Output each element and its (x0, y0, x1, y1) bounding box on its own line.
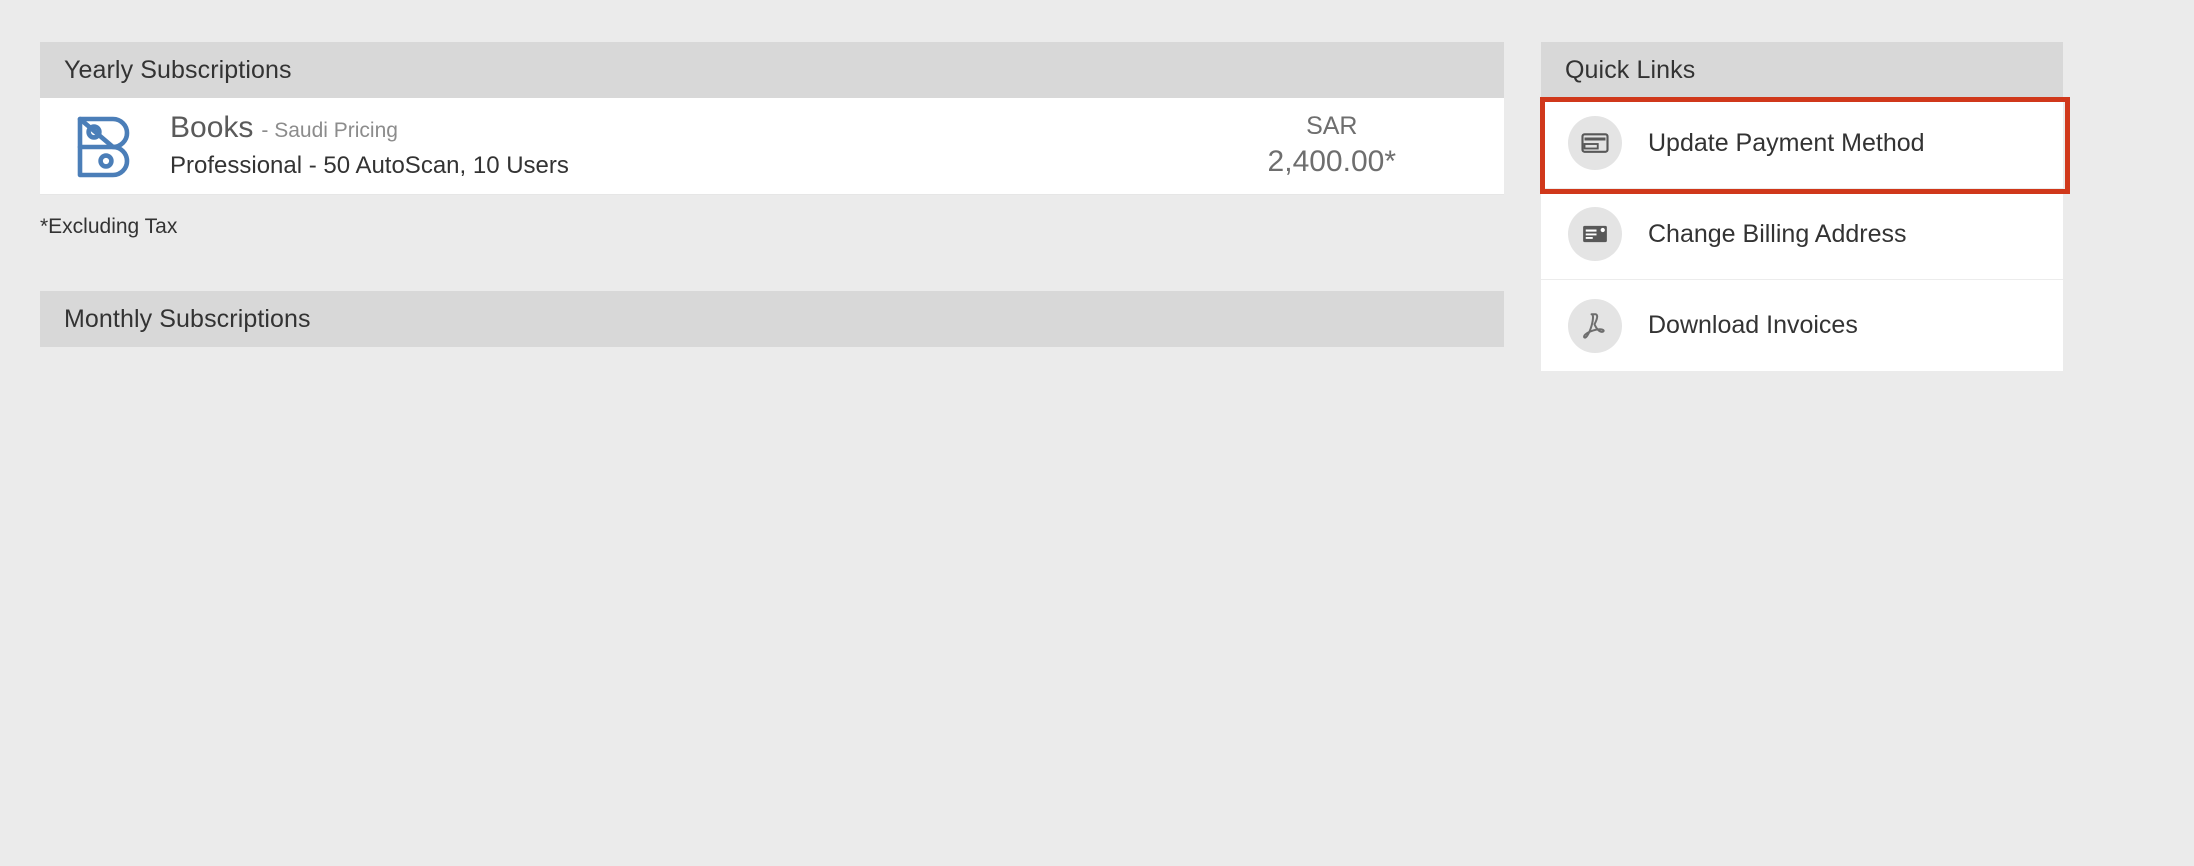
monthly-subscriptions-header: Monthly Subscriptions (40, 291, 1504, 347)
monthly-subscriptions-title: Monthly Subscriptions (64, 304, 311, 333)
subscription-row[interactable]: Books - Saudi Pricing Professional - 50 … (40, 98, 1504, 194)
quick-link-label: Update Payment Method (1648, 128, 1925, 157)
quick-link-change-billing-address[interactable]: Change Billing Address (1541, 189, 2063, 280)
price-currency: SAR (1306, 112, 1358, 141)
quick-link-download-invoices[interactable]: Download Invoices (1541, 280, 2063, 371)
yearly-subscriptions-title: Yearly Subscriptions (64, 55, 292, 84)
quick-links-list: Update Payment Method Change Billing Ad (1541, 98, 2063, 371)
quick-links-panel: Quick Links Update Payment Method (1540, 42, 2070, 371)
credit-card-icon (1568, 116, 1622, 170)
quick-link-label: Change Billing Address (1648, 219, 1907, 248)
quick-link-update-payment-method[interactable]: Update Payment Method (1541, 98, 2063, 189)
yearly-subscriptions-header: Yearly Subscriptions (40, 42, 1504, 98)
subscription-price: SAR 2,400.00* (1268, 111, 1504, 181)
subscription-name-line: Books - Saudi Pricing (170, 111, 1268, 146)
price-amount: 2,400.00* (1267, 145, 1396, 179)
yearly-subscription-card: Books - Saudi Pricing Professional - 50 … (40, 98, 1504, 195)
quick-links-title: Quick Links (1565, 55, 1696, 84)
subscription-product-name: Books (170, 111, 254, 145)
quick-link-label: Download Invoices (1648, 311, 1858, 339)
monthly-subscriptions-section: Monthly Subscriptions (40, 291, 1504, 347)
subscription-plan: Professional - 50 AutoScan, 10 Users (170, 151, 569, 179)
excluding-tax-note: *Excluding Tax (40, 215, 178, 238)
address-card-icon (1568, 207, 1622, 261)
quick-links-header: Quick Links (1541, 42, 2063, 98)
yearly-subscriptions-section: Yearly Subscriptions (40, 42, 1504, 239)
subscription-details: Books - Saudi Pricing Professional - 50 … (140, 111, 1268, 180)
zoho-books-logo-icon (66, 109, 140, 183)
subscriptions-column: Yearly Subscriptions (40, 42, 1504, 347)
pdf-icon (1568, 298, 1622, 353)
subscription-edition: - Saudi Pricing (261, 119, 398, 143)
